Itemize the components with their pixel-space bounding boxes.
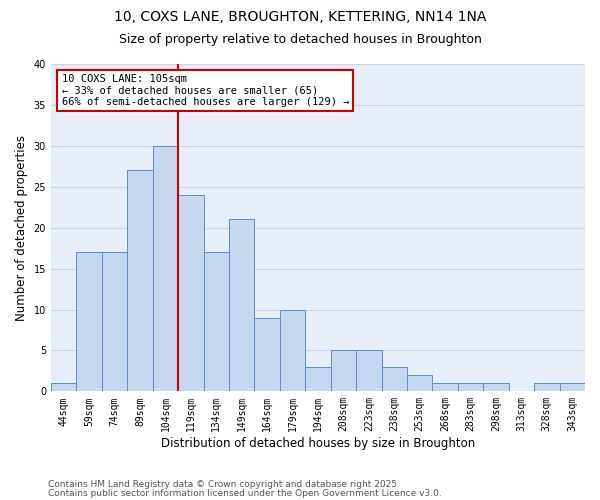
Bar bbox=[280, 310, 305, 392]
Text: Contains public sector information licensed under the Open Government Licence v3: Contains public sector information licen… bbox=[48, 489, 442, 498]
Text: 10 COXS LANE: 105sqm
← 33% of detached houses are smaller (65)
66% of semi-detac: 10 COXS LANE: 105sqm ← 33% of detached h… bbox=[62, 74, 349, 107]
Bar bbox=[203, 252, 229, 392]
Bar bbox=[51, 383, 76, 392]
Y-axis label: Number of detached properties: Number of detached properties bbox=[15, 134, 28, 320]
Bar bbox=[458, 383, 483, 392]
Bar bbox=[560, 383, 585, 392]
Text: Contains HM Land Registry data © Crown copyright and database right 2025.: Contains HM Land Registry data © Crown c… bbox=[48, 480, 400, 489]
Bar bbox=[127, 170, 152, 392]
Bar bbox=[356, 350, 382, 392]
Text: Size of property relative to detached houses in Broughton: Size of property relative to detached ho… bbox=[119, 32, 481, 46]
Bar bbox=[407, 375, 433, 392]
Bar bbox=[229, 220, 254, 392]
Bar bbox=[331, 350, 356, 392]
Bar bbox=[152, 146, 178, 392]
Bar bbox=[433, 383, 458, 392]
Bar bbox=[483, 383, 509, 392]
Text: 10, COXS LANE, BROUGHTON, KETTERING, NN14 1NA: 10, COXS LANE, BROUGHTON, KETTERING, NN1… bbox=[114, 10, 486, 24]
Bar bbox=[254, 318, 280, 392]
Bar bbox=[382, 367, 407, 392]
Bar bbox=[178, 195, 203, 392]
X-axis label: Distribution of detached houses by size in Broughton: Distribution of detached houses by size … bbox=[161, 437, 475, 450]
Bar bbox=[305, 367, 331, 392]
Bar bbox=[102, 252, 127, 392]
Bar bbox=[534, 383, 560, 392]
Bar bbox=[76, 252, 102, 392]
